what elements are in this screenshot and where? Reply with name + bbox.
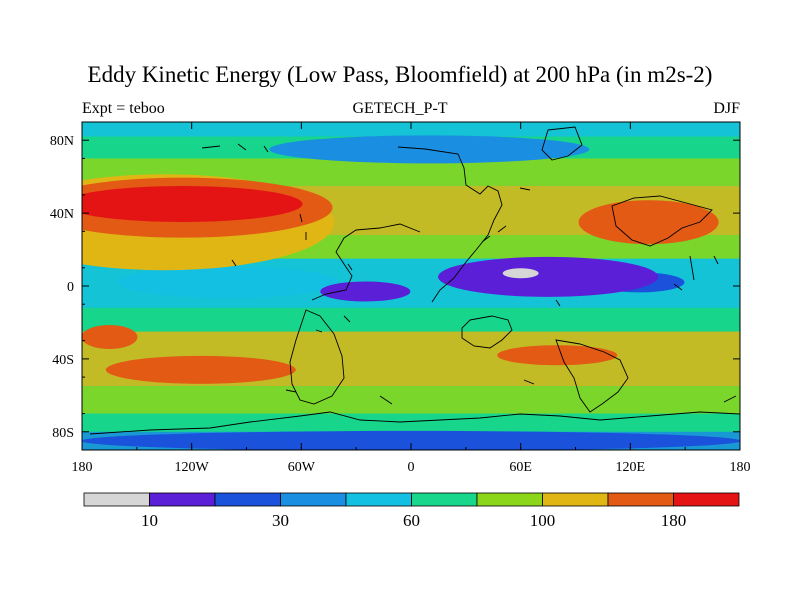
x-tick-label: 120E (616, 460, 646, 475)
colorbar-swatch (346, 493, 412, 506)
y-tick-label: 80N (50, 134, 74, 149)
x-tick-label: 180 (730, 460, 751, 475)
x-tick-label: 0 (408, 460, 415, 475)
field-feature (497, 345, 617, 365)
y-tick-label: 40N (50, 207, 74, 222)
colorbar-swatch (477, 493, 543, 506)
colorbar: 10 30 60 100 180 (84, 493, 739, 530)
y-tick-label: 40S (52, 353, 74, 368)
energy-field (0, 122, 741, 451)
field-feature (438, 257, 658, 297)
field-band (82, 386, 740, 413)
colorbar-label: 180 (661, 511, 687, 530)
colorbar-swatch (674, 493, 740, 506)
field-feature (81, 325, 137, 349)
colorbar-label: 60 (403, 511, 420, 530)
x-tick-label: 120W (175, 460, 210, 475)
colorbar-swatch (412, 493, 478, 506)
colorbar-label: 100 (530, 511, 556, 530)
y-tick-label: 0 (67, 280, 74, 295)
field-feature (118, 266, 338, 298)
field-feature (106, 356, 296, 384)
colorbar-label: 30 (272, 511, 289, 530)
colorbar-swatch (150, 493, 216, 506)
y-tick-label: 80S (52, 426, 74, 441)
colorbar-swatch (281, 493, 347, 506)
field-band (82, 308, 740, 332)
x-tick-label: 180 (72, 460, 93, 475)
x-tick-label: 60W (288, 460, 316, 475)
colorbar-swatch (215, 493, 281, 506)
colorbar-swatch (84, 493, 150, 506)
field-feature (63, 186, 303, 222)
field-feature (503, 268, 539, 278)
colorbar-swatch (543, 493, 609, 506)
x-tick-label: 60E (509, 460, 532, 475)
field-feature (579, 200, 719, 244)
field-feature (320, 281, 410, 301)
colorbar-swatch (608, 493, 674, 506)
colorbar-label: 10 (141, 511, 158, 530)
